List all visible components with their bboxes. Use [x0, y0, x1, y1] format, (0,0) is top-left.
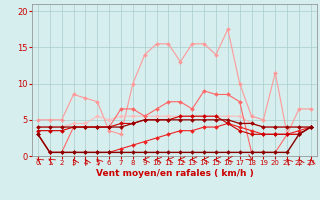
X-axis label: Vent moyen/en rafales ( km/h ): Vent moyen/en rafales ( km/h ) — [96, 169, 253, 178]
